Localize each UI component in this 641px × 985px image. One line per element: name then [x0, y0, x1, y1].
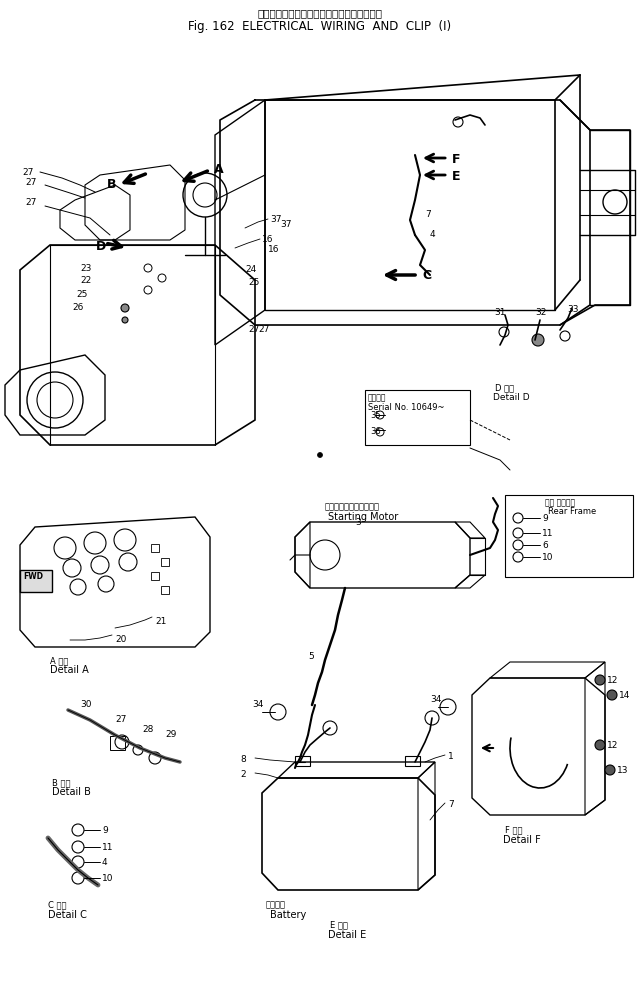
Circle shape: [605, 765, 615, 775]
Text: Detail B: Detail B: [52, 787, 91, 797]
Text: エレクトリカルワイヤリングおよびクリップ: エレクトリカルワイヤリングおよびクリップ: [258, 8, 383, 18]
Text: 30: 30: [80, 700, 92, 709]
Bar: [151, 572, 159, 580]
Text: 26: 26: [72, 303, 83, 312]
Text: 14: 14: [619, 691, 630, 700]
Circle shape: [122, 317, 128, 323]
Text: 1: 1: [448, 752, 454, 761]
Text: 36: 36: [370, 427, 381, 436]
Text: 22: 22: [80, 276, 91, 285]
Text: B: B: [107, 178, 117, 191]
Text: 21: 21: [155, 617, 167, 626]
Text: 27: 27: [22, 168, 33, 177]
Text: C: C: [422, 269, 431, 282]
Text: 27: 27: [258, 325, 269, 334]
Text: 4: 4: [430, 230, 436, 239]
Text: E: E: [452, 170, 460, 183]
Text: Fig. 162  ELECTRICAL  WIRING  AND  CLIP  (I): Fig. 162 ELECTRICAL WIRING AND CLIP (I): [188, 20, 451, 33]
Text: 4: 4: [102, 858, 108, 867]
Text: 10: 10: [102, 874, 113, 883]
Text: 適用号機: 適用号機: [368, 393, 387, 402]
Text: リヤ フレーム: リヤ フレーム: [545, 498, 575, 507]
Text: 34: 34: [252, 700, 263, 709]
Text: 29: 29: [165, 730, 176, 739]
Text: 16: 16: [268, 245, 279, 254]
Text: Detail C: Detail C: [48, 910, 87, 920]
Text: 8: 8: [240, 755, 246, 764]
Text: D 詳細: D 詳細: [495, 383, 514, 392]
Text: 9: 9: [542, 514, 548, 523]
Text: 25: 25: [76, 290, 87, 299]
Bar: [161, 558, 169, 566]
Text: 32: 32: [535, 308, 546, 317]
Circle shape: [317, 452, 322, 457]
Bar: [151, 544, 159, 552]
Text: 27: 27: [25, 198, 37, 207]
Text: 12: 12: [607, 741, 619, 750]
Text: 6: 6: [542, 541, 548, 550]
Text: 12: 12: [607, 676, 619, 685]
Circle shape: [532, 334, 544, 346]
Text: Battery: Battery: [270, 910, 306, 920]
Text: B 詳細: B 詳細: [52, 778, 71, 787]
Text: 13: 13: [617, 766, 628, 775]
Text: F 詳細: F 詳細: [505, 825, 522, 834]
Text: D: D: [96, 240, 106, 253]
Text: 37: 37: [280, 220, 292, 229]
Text: 27: 27: [115, 715, 126, 724]
Text: F: F: [452, 153, 460, 166]
Text: 11: 11: [102, 843, 113, 852]
Text: C 詳細: C 詳細: [48, 900, 67, 909]
Bar: [365, 390, 470, 445]
Text: 3: 3: [355, 518, 361, 527]
Bar: [161, 586, 169, 594]
Text: E 詳細: E 詳細: [330, 920, 348, 929]
Text: Detail A: Detail A: [50, 665, 88, 675]
Bar: [20, 570, 52, 592]
Text: Rear Frame: Rear Frame: [548, 507, 596, 516]
Text: 5: 5: [308, 652, 313, 661]
Text: FWD: FWD: [23, 572, 43, 581]
Text: 9: 9: [102, 826, 108, 835]
Bar: [505, 495, 633, 577]
Bar: [295, 756, 310, 766]
Text: 11: 11: [542, 529, 553, 538]
Text: 33: 33: [567, 305, 578, 314]
Text: 7: 7: [448, 800, 454, 809]
Bar: [405, 756, 420, 766]
Text: Detail F: Detail F: [503, 835, 541, 845]
Text: 31: 31: [494, 308, 506, 317]
Text: 37: 37: [270, 215, 281, 224]
Text: 25: 25: [248, 278, 260, 287]
Circle shape: [595, 675, 605, 685]
Text: Detail E: Detail E: [328, 930, 366, 940]
Text: 34: 34: [430, 695, 442, 704]
Text: 16: 16: [262, 235, 274, 244]
Text: 23: 23: [80, 264, 92, 273]
Text: 7: 7: [425, 210, 431, 219]
Text: 10: 10: [542, 553, 553, 562]
Text: スターティングモーター: スターティングモーター: [325, 502, 380, 511]
Text: A 詳細: A 詳細: [50, 656, 69, 665]
Text: 24: 24: [245, 265, 256, 274]
Text: Starting Motor: Starting Motor: [328, 512, 398, 522]
Text: 27: 27: [248, 325, 260, 334]
Circle shape: [121, 304, 129, 312]
Circle shape: [607, 690, 617, 700]
Text: 20: 20: [115, 635, 126, 644]
Circle shape: [595, 740, 605, 750]
Text: 2: 2: [240, 770, 246, 779]
Text: 28: 28: [142, 725, 153, 734]
Text: Serial No. 10649~: Serial No. 10649~: [368, 403, 444, 412]
Text: Detail D: Detail D: [493, 393, 529, 402]
Text: 27: 27: [25, 178, 37, 187]
Text: A: A: [214, 163, 224, 176]
Text: 35: 35: [370, 411, 381, 420]
Text: バッテリ: バッテリ: [266, 900, 286, 909]
